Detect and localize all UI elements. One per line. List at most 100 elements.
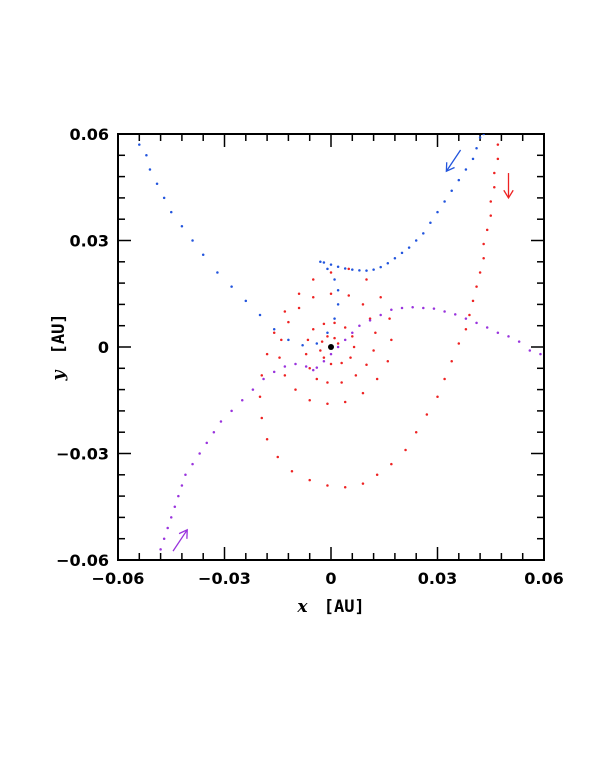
trajectory-point-1 [475,285,478,288]
trajectory-point-1 [496,143,500,146]
trajectory-point-0 [301,343,304,347]
trajectory-point-1 [258,395,262,398]
trajectory-point-1 [287,320,290,324]
y-tick-label: −0.06 [56,551,109,570]
trajectory-point-1 [329,362,333,366]
trajectory-points [138,134,542,551]
trajectory-point-1 [482,257,485,260]
trajectory-point-1 [340,381,343,384]
trajectory-point-0 [333,278,336,281]
y-axis-label: y [AU] [49,313,69,381]
trajectory-point-2 [400,306,404,310]
trajectory-point-1 [457,342,461,345]
y-tick-label: −0.03 [56,445,109,464]
trajectory-point-0 [336,288,340,292]
trajectory-point-1 [471,299,475,303]
trajectory-point-2 [379,313,382,317]
trajectory-point-2 [432,307,436,310]
trajectory-point-1 [280,338,283,342]
trajectory-point-0 [258,313,262,317]
trajectory-point-2 [170,516,173,519]
trajectory-point-1 [468,313,471,317]
trajectory-point-0 [429,221,432,224]
trajectory-point-2 [422,306,425,310]
trajectory-point-1 [329,271,333,274]
trajectory-point-1 [414,430,418,434]
trajectory-point-0 [336,303,340,306]
trajectory-point-1 [320,340,324,343]
trajectory-point-0 [351,268,354,271]
trajectory-point-2 [173,505,177,508]
trajectory-point-1 [343,326,347,329]
trajectory-point-2 [496,331,500,335]
trajectory-point-1 [404,448,407,452]
trajectory-point-1 [308,367,311,370]
trajectory-point-0 [478,136,482,139]
trajectory-point-1 [290,470,294,473]
trajectory-point-1 [322,322,326,326]
trajectory-point-2 [162,537,166,540]
trajectory-point-1 [390,462,393,466]
y-axis-label-var: y [49,370,69,382]
trajectory-point-1 [329,292,333,295]
trajectory-point-1 [260,416,264,420]
trajectory-point-1 [493,186,496,189]
arrow-head-0 [445,162,455,173]
trajectory-point-0 [326,267,329,271]
trajectory-point-0 [287,338,290,342]
trajectory-point-1 [278,356,281,359]
trajectory-point-1 [312,296,315,299]
trajectory-point-0 [329,263,333,266]
x-tick-label: −0.03 [198,569,251,588]
y-tick-label: 0.06 [70,125,109,144]
trajectory-point-1 [336,342,340,345]
trajectory-point-1 [308,399,311,402]
trajectory-point-2 [241,399,244,402]
trajectory-point-0 [216,271,219,274]
trajectory-point-1 [386,359,390,363]
axis-ticks [117,133,545,561]
trajectory-point-2 [315,366,319,369]
trajectory-point-2 [212,430,216,434]
trajectory-point-2 [351,331,354,335]
trajectory-point-2 [343,338,347,342]
trajectory-point-2 [336,345,340,349]
trajectory-point-1 [374,331,377,335]
trajectory-point-1 [294,388,297,391]
direction-arrow-2 [172,529,188,552]
trajectory-point-0 [407,246,411,249]
trajectory-point-0 [326,331,329,335]
trajectory-point-2 [464,317,468,320]
trajectory-point-0 [336,265,340,269]
trajectory-point-0 [333,317,336,320]
trajectory-point-2 [507,335,510,338]
trajectory-point-0 [191,239,194,242]
trajectory-point-0 [138,143,141,146]
trajectory-point-1 [368,317,372,320]
trajectory-point-1 [390,338,393,342]
trajectory-point-1 [312,328,315,331]
trajectory-point-1 [375,377,379,381]
trajectory-point-0 [315,342,319,345]
trajectory-point-1 [308,478,311,482]
trajectory-point-2 [312,368,315,372]
trajectory-point-1 [265,352,269,356]
trajectory-point-1 [265,438,269,441]
trajectory-point-1 [322,356,326,359]
trajectory-point-1 [347,294,350,297]
trajectory-point-0 [450,189,453,193]
trajectory-point-2 [528,349,532,352]
arrow-head-2 [178,528,188,539]
trajectory-point-1 [354,374,358,377]
trajectory-point-1 [375,473,379,477]
trajectory-point-1 [372,349,375,352]
trajectory-point-2 [454,313,457,316]
trajectory-point-1 [436,395,439,398]
central-object [328,344,334,350]
trajectory-point-1 [343,400,347,404]
trajectory-point-0 [471,157,475,161]
x-axis-label-var: x [296,597,308,617]
trajectory-point-0 [464,168,468,171]
trajectory-point-1 [489,214,492,217]
